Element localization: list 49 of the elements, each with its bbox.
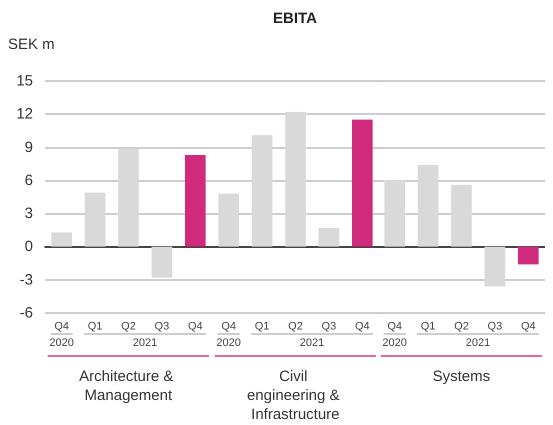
text: 2020 <box>49 337 74 349</box>
bar <box>484 246 506 286</box>
x-tick-label: Q1 <box>421 320 436 332</box>
y-tick-label: 3 <box>24 205 33 222</box>
y-tick-label: -6 <box>20 304 33 322</box>
x-tick-label: Q3 <box>154 320 170 332</box>
y-axis-title: SEK m <box>8 36 55 53</box>
bar <box>384 180 406 247</box>
bar <box>84 192 106 247</box>
x-tick-label: Q2 <box>288 320 302 332</box>
x-tick-label: Q3 <box>321 320 336 332</box>
bar <box>451 184 472 247</box>
bar <box>152 246 172 278</box>
text: 2020 <box>216 337 241 349</box>
x-tick-label: Q4 <box>54 320 70 332</box>
chart-title: EBITA <box>272 10 318 27</box>
x-tick-label: Q2 <box>454 320 470 332</box>
bar <box>51 232 72 247</box>
y-tick-label: 9 <box>24 138 33 156</box>
y-tick-label: 6 <box>24 172 33 189</box>
bar <box>218 194 239 247</box>
text: 2020 <box>382 337 408 349</box>
x-axis-title: Architecture & Management <box>79 368 178 404</box>
x-tick-label: Q4 <box>521 320 536 332</box>
bar <box>251 135 272 247</box>
x-axis-title: Systems <box>432 368 490 385</box>
x-tick-label: Q3 <box>488 320 503 332</box>
bar <box>352 120 372 247</box>
x-tick-label: Q1 <box>88 320 102 332</box>
x-tick-label: Q4 <box>188 320 203 332</box>
x-axis-title: Civil engineering & Infrastructure <box>246 368 344 423</box>
x-tick-label: Q4 <box>221 320 236 332</box>
x-tick-label: Q2 <box>121 320 136 332</box>
x-tick-label: Q1 <box>254 320 270 332</box>
text: 2021 <box>466 337 491 349</box>
x-tick-label: Q4 <box>388 320 402 332</box>
bar <box>284 112 306 247</box>
y-tick-label: -3 <box>20 271 33 288</box>
bar <box>418 164 439 247</box>
y-tick-label: 15 <box>16 72 33 90</box>
bar <box>184 155 206 247</box>
text: 2021 <box>299 337 324 349</box>
y-tick-label: 12 <box>16 106 33 123</box>
x-tick-label: Q4 <box>354 320 370 332</box>
bar <box>518 246 539 264</box>
text: 2021 <box>132 337 158 349</box>
bar <box>118 148 139 247</box>
bar <box>318 228 339 247</box>
y-tick-label: 0 <box>24 238 33 256</box>
